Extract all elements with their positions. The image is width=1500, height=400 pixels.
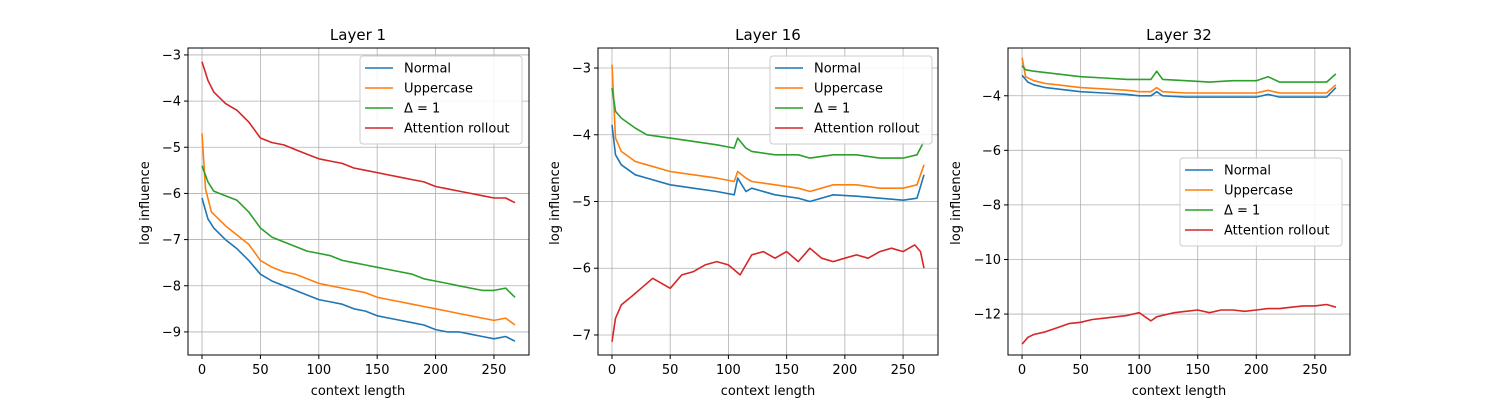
x-tick-label: 50	[1072, 363, 1089, 378]
legend-label: Δ = 1	[814, 102, 850, 117]
plot-frame	[1007, 47, 1351, 356]
y-tick-label: −5	[572, 195, 591, 210]
legend-label: Δ = 1	[1224, 204, 1260, 219]
x-tick-label: 0	[608, 363, 616, 378]
y-tick-label: −3	[162, 48, 181, 63]
x-tick-label: 250	[891, 363, 916, 378]
panel-layer-16: Layer 16 context length log influence 0 5…	[548, 26, 939, 399]
panel-layer-32: Layer 32 context length log influence 0 5…	[949, 26, 1351, 399]
x-tick-label: 100	[716, 363, 741, 378]
x-tick-label: 200	[1244, 363, 1269, 378]
x-tick-label: 150	[1185, 363, 1210, 378]
x-tick-label: 50	[662, 363, 679, 378]
x-tick-label: 100	[306, 363, 331, 378]
legend-label: Attention rollout	[814, 122, 920, 137]
y-axis-label: log influence	[949, 161, 964, 245]
x-axis-label: context length	[721, 384, 816, 399]
x-tick-label: 150	[365, 363, 390, 378]
x-axis-label: context length	[1132, 384, 1227, 399]
legend-label: Normal	[404, 62, 451, 77]
series-line	[201, 165, 516, 298]
legend-label: Uppercase	[814, 82, 883, 97]
y-tick-label: −7	[162, 233, 181, 248]
panel-title: Layer 16	[735, 26, 801, 44]
legend-label: Uppercase	[1224, 184, 1293, 199]
x-tick-label: 0	[198, 363, 206, 378]
y-tick-label: −7	[572, 328, 591, 343]
series-line	[1021, 74, 1337, 98]
legend: Normal Uppercase Δ = 1 Attention rollout	[359, 55, 523, 145]
y-tick-label: −3	[572, 62, 591, 77]
x-tick-label: 50	[252, 363, 269, 378]
y-tick-label: −4	[982, 89, 1001, 104]
series-line	[1021, 57, 1337, 94]
series-line	[1021, 65, 1337, 83]
legend-box	[1179, 157, 1343, 247]
legend-label: Attention rollout	[1224, 224, 1330, 239]
y-axis-label: log influence	[138, 161, 153, 245]
x-tick-label: 250	[482, 363, 507, 378]
series-line	[611, 64, 925, 193]
x-tick-label: 100	[1127, 363, 1152, 378]
panel-layer-1: Layer 1 context length log influence 0 50…	[138, 26, 530, 399]
y-tick-label: −4	[572, 128, 591, 143]
y-tick-label: −9	[162, 325, 181, 340]
y-tick-label: −5	[162, 141, 181, 156]
x-axis-label: context length	[311, 384, 406, 399]
legend: Normal Uppercase Δ = 1 Attention rollout	[1179, 157, 1343, 247]
series-line	[611, 244, 925, 342]
x-tick-label: 200	[832, 363, 857, 378]
y-tick-label: −6	[982, 144, 1001, 159]
legend-label: Uppercase	[404, 82, 473, 97]
plot-frame	[187, 47, 530, 356]
series-line	[201, 61, 516, 204]
x-tick-label: 200	[423, 363, 448, 378]
legend-box	[359, 55, 523, 145]
y-tick-label: −8	[982, 198, 1001, 213]
series-line	[201, 197, 516, 342]
y-tick-label: −6	[162, 187, 181, 202]
series-line	[1021, 303, 1337, 345]
series-line	[611, 124, 925, 203]
x-tick-label: 250	[1302, 363, 1327, 378]
series-line	[201, 133, 516, 326]
legend-label: Attention rollout	[404, 122, 510, 137]
x-tick-label: 150	[774, 363, 799, 378]
y-tick-label: −12	[974, 308, 1001, 323]
legend-box	[769, 55, 933, 145]
y-tick-label: −6	[572, 262, 591, 277]
legend-label: Normal	[1224, 164, 1271, 179]
legend-label: Δ = 1	[404, 102, 440, 117]
x-tick-label: 0	[1018, 363, 1026, 378]
legend: Normal Uppercase Δ = 1 Attention rollout	[769, 55, 933, 145]
y-tick-label: −8	[162, 279, 181, 294]
y-axis-label: log influence	[548, 161, 563, 245]
series-line	[611, 87, 925, 159]
legend-label: Normal	[814, 62, 861, 77]
panel-title: Layer 1	[330, 26, 386, 44]
y-tick-label: −10	[974, 253, 1001, 268]
panel-title: Layer 32	[1146, 26, 1212, 44]
y-tick-label: −4	[162, 95, 181, 110]
